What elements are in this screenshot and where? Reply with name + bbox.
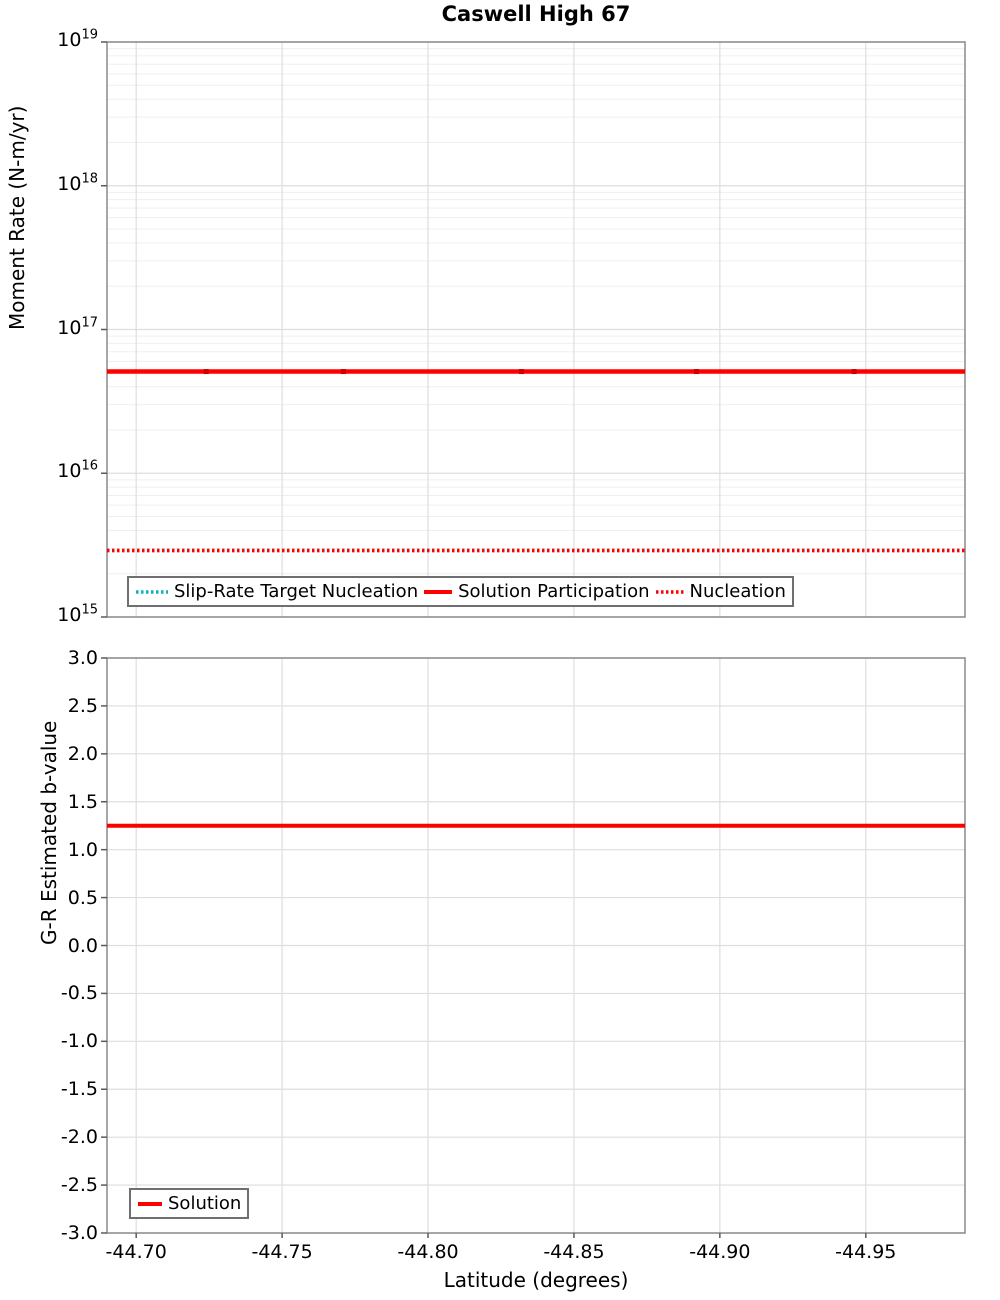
y-tick-label: 1017 xyxy=(57,315,98,339)
y-tick-label: -3.0 xyxy=(60,1222,98,1244)
y-tick-label: -1.0 xyxy=(60,1030,98,1053)
y-tick-label: 0.5 xyxy=(67,886,98,909)
x-tick-label: -44.70 xyxy=(105,1241,167,1263)
legend-line-dotted-cyan-icon xyxy=(136,589,168,594)
legend-line-solid-red-icon xyxy=(424,589,453,594)
y-tick-label: 1019 xyxy=(57,27,98,51)
x-tick-label: -44.85 xyxy=(543,1241,605,1263)
x-tick-label: -44.75 xyxy=(251,1241,313,1263)
x-axis-label: Latitude (degrees) xyxy=(443,1268,629,1292)
y-tick-label: -2.0 xyxy=(60,1126,98,1149)
data-point-marker xyxy=(518,369,524,375)
x-tick-label: -44.80 xyxy=(397,1241,459,1263)
chart-title: Caswell High 67 xyxy=(441,2,631,26)
y-tick-label: 0.0 xyxy=(67,934,98,957)
y-tick-label: 1015 xyxy=(57,602,98,626)
data-point-marker xyxy=(340,369,346,375)
legend-line-dotted-red-icon xyxy=(655,589,684,594)
y-tick-label: -2.5 xyxy=(60,1174,98,1197)
data-point-marker xyxy=(851,369,857,375)
legend-label-nucleation: Nucleation xyxy=(689,581,786,602)
y-tick-label: 3.0 xyxy=(67,647,98,669)
y-tick-label: -1.5 xyxy=(60,1078,98,1101)
y-tick-label: 1018 xyxy=(57,171,98,195)
y-tick-label: 1.5 xyxy=(67,790,98,813)
legend-label-solution-participation: Solution Participation xyxy=(458,581,650,602)
legend-line-solid-red-icon xyxy=(138,1201,162,1206)
legend-top-chart: Slip-Rate Target Nucleation Solution Par… xyxy=(127,576,794,607)
x-tick-label: -44.95 xyxy=(835,1241,897,1263)
data-point-marker xyxy=(694,369,700,375)
y-tick-label: -0.5 xyxy=(60,982,98,1005)
y-tick-label: 2.0 xyxy=(67,742,98,765)
x-tick-label: -44.90 xyxy=(689,1241,751,1263)
y-tick-label: 2.5 xyxy=(67,694,98,717)
legend-bottom-chart: Solution xyxy=(129,1188,250,1219)
y-tick-label: 1.0 xyxy=(67,838,98,861)
legend-label-solution: Solution xyxy=(168,1193,242,1214)
data-point-marker xyxy=(203,369,209,375)
legend-label-slip-rate-target-nucleation: Slip-Rate Target Nucleation xyxy=(174,581,419,602)
y-tick-label: 1016 xyxy=(57,458,98,483)
